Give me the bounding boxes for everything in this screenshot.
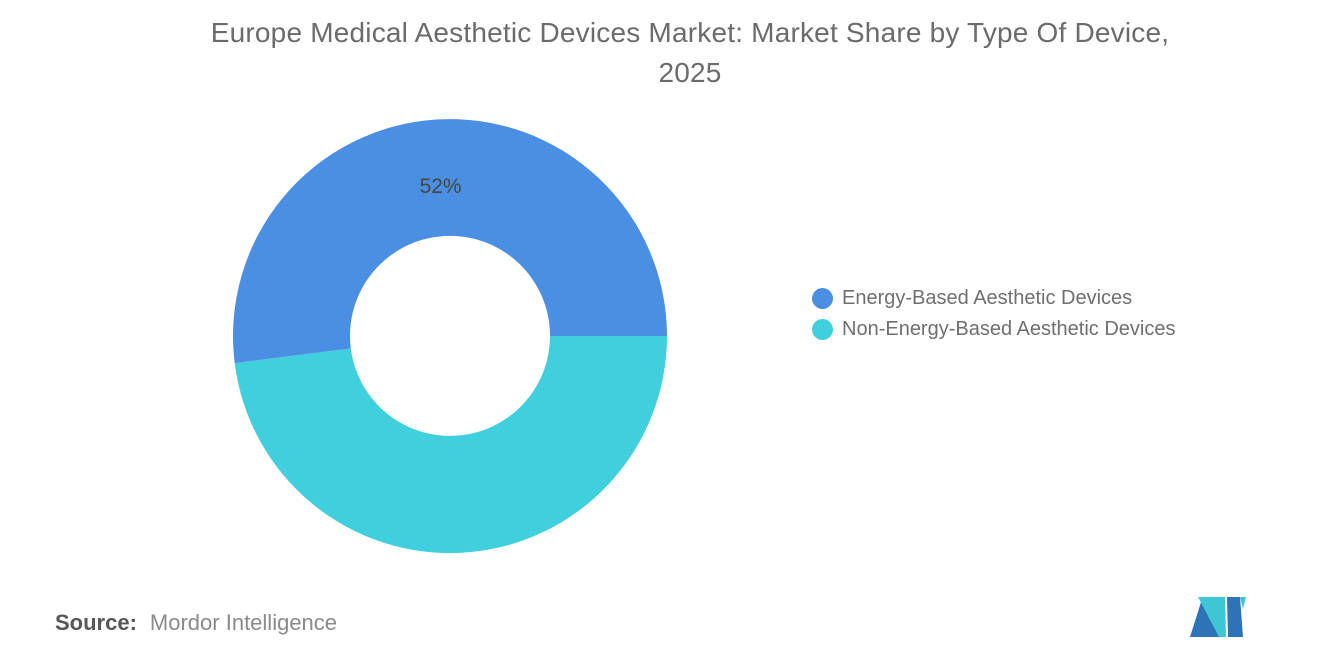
logo-corner-accent [1240,597,1246,609]
chart-title: Europe Medical Aesthetic Devices Market:… [210,17,1170,88]
logo-teal-band [1198,597,1226,637]
slice-data-label: 52% [420,175,462,198]
mordor-intelligence-logo [1190,597,1246,637]
donut-chart: 52% [233,119,667,554]
pie-slice-1[interactable] [234,336,667,554]
legend-marker-energy-based-icon [812,287,833,309]
logo-left-triangle [1190,599,1219,637]
source-value: Mordor Intelligence [149,610,338,635]
donut-slices [233,119,667,554]
pie-slice-0[interactable] [233,119,667,364]
chart-legend: Energy-Based Aesthetic Devices Non-Energ… [812,287,1176,340]
legend-label-non-energy-based: Non-Energy-Based Aesthetic Devices [842,318,1176,340]
source-attribution: Source: Mordor Intelligence [55,610,337,636]
legend-marker-non-energy-based-icon [812,318,833,340]
legend-label-energy-based: Energy-Based Aesthetic Devices [842,287,1133,309]
logo-right-leg [1227,597,1243,637]
source-label: Source: [55,610,137,635]
legend-item-non-energy-based[interactable]: Non-Energy-Based Aesthetic Devices [812,318,1176,340]
legend-item-energy-based[interactable]: Energy-Based Aesthetic Devices [812,287,1176,309]
